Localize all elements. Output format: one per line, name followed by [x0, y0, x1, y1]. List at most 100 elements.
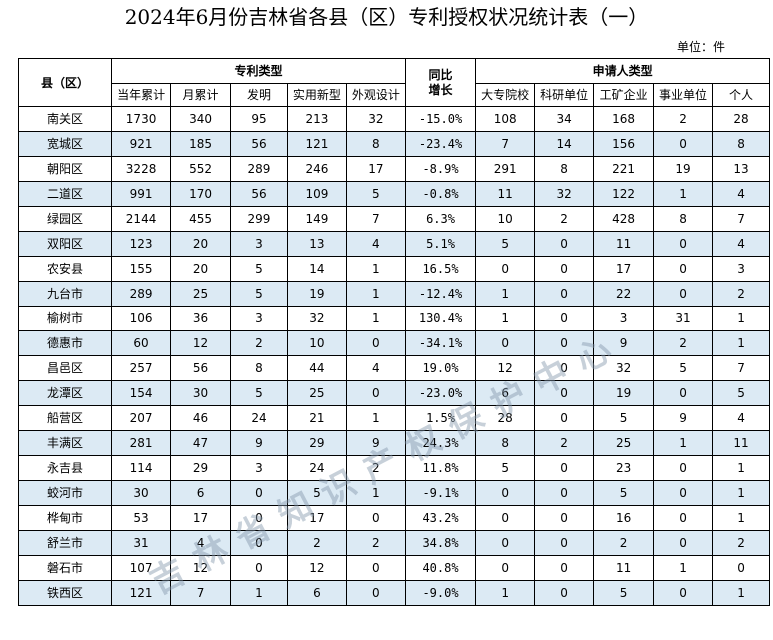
table-cell: 455 — [171, 206, 231, 231]
table-cell: 30 — [112, 481, 171, 506]
table-cell: 19 — [654, 156, 713, 181]
table-row: 九台市289255191-12.4%102202 — [19, 281, 770, 306]
header-sub-cell: 大专院校 — [476, 84, 535, 107]
yoy-cell: -8.9% — [405, 156, 475, 181]
table-cell: 1 — [713, 331, 770, 356]
yoy-cell: 5.1% — [405, 231, 475, 256]
table-cell: 2 — [287, 530, 346, 555]
table-cell: 2 — [594, 530, 654, 555]
table-row: 二道区991170561095-0.8%113212214 — [19, 181, 770, 206]
table-cell: 1 — [713, 456, 770, 481]
yoy-cell: -9.0% — [405, 580, 475, 605]
table-cell: 5 — [346, 181, 405, 206]
table-cell: 7 — [171, 580, 231, 605]
table-row: 榆树市106363321130.4%103311 — [19, 306, 770, 331]
table-cell: 3 — [231, 306, 288, 331]
header-sub-cell: 月累计 — [171, 84, 231, 107]
table-cell: 9 — [346, 431, 405, 456]
region-cell: 船营区 — [19, 406, 112, 431]
table-cell: 0 — [231, 481, 288, 506]
table-cell: 7 — [713, 356, 770, 381]
table-cell: 5 — [476, 456, 535, 481]
table-cell: 2 — [535, 431, 594, 456]
table-cell: 12 — [476, 356, 535, 381]
table-cell: 7 — [476, 131, 535, 156]
region-cell: 铁西区 — [19, 580, 112, 605]
table-cell: 257 — [112, 356, 171, 381]
table-cell: 53 — [112, 506, 171, 531]
table-row: 绿园区214445529914976.3%10242887 — [19, 206, 770, 231]
table-cell: 1 — [654, 431, 713, 456]
table-cell: 213 — [287, 107, 346, 132]
table-cell: 17 — [346, 156, 405, 181]
table-cell: 1 — [346, 256, 405, 281]
table-cell: 0 — [713, 555, 770, 580]
table-cell: 12 — [171, 331, 231, 356]
table-cell: 4 — [346, 356, 405, 381]
table-cell: 56 — [231, 181, 288, 206]
table-cell: 1 — [654, 181, 713, 206]
table-cell: 552 — [171, 156, 231, 181]
yoy-cell: 130.4% — [405, 306, 475, 331]
table-cell: 11 — [713, 431, 770, 456]
table-cell: 0 — [346, 331, 405, 356]
table-cell: 0 — [535, 506, 594, 531]
table-cell: 8 — [713, 131, 770, 156]
table-cell: 8 — [654, 206, 713, 231]
table-cell: 108 — [476, 107, 535, 132]
table-cell: 4 — [346, 231, 405, 256]
table-cell: 0 — [654, 131, 713, 156]
table-cell: 44 — [287, 356, 346, 381]
table-cell: 3 — [231, 456, 288, 481]
table-body: 南关区17303409521332-15.0%10834168228宽城区921… — [19, 107, 770, 606]
table-row: 德惠市60122100-34.1%00921 — [19, 331, 770, 356]
table-cell: 2 — [346, 530, 405, 555]
table-cell: 4 — [713, 406, 770, 431]
table-cell: 47 — [171, 431, 231, 456]
table-row: 朝阳区322855228924617-8.9%29182211913 — [19, 156, 770, 181]
table-cell: 0 — [476, 481, 535, 506]
table-cell: 17 — [594, 256, 654, 281]
table-cell: 221 — [594, 156, 654, 181]
table-cell: 0 — [654, 580, 713, 605]
header-sub-cell: 事业单位 — [654, 84, 713, 107]
table-cell: 11 — [594, 555, 654, 580]
table-cell: 2 — [713, 281, 770, 306]
yoy-cell: 34.8% — [405, 530, 475, 555]
table-cell: 12 — [171, 555, 231, 580]
table-cell: 114 — [112, 456, 171, 481]
table-cell: 23 — [594, 456, 654, 481]
table-cell: 5 — [476, 231, 535, 256]
table-cell: 9 — [231, 431, 288, 456]
header-yoy-text: 同比增长 — [427, 68, 455, 98]
table-cell: 17 — [287, 506, 346, 531]
yoy-cell: 40.8% — [405, 555, 475, 580]
table-cell: 5 — [287, 481, 346, 506]
table-cell: 0 — [535, 406, 594, 431]
yoy-cell: -12.4% — [405, 281, 475, 306]
header-applicant-type: 申请人类型 — [476, 59, 770, 84]
table-cell: 0 — [346, 506, 405, 531]
table-cell: 0 — [535, 281, 594, 306]
region-cell: 绿园区 — [19, 206, 112, 231]
table-cell: 0 — [231, 555, 288, 580]
table-row: 宽城区921185561218-23.4%71415608 — [19, 131, 770, 156]
yoy-cell: -34.1% — [405, 331, 475, 356]
table-cell: 4 — [713, 181, 770, 206]
region-cell: 德惠市 — [19, 331, 112, 356]
table-cell: 155 — [112, 256, 171, 281]
table-cell: 289 — [112, 281, 171, 306]
table-cell: 207 — [112, 406, 171, 431]
table-cell: 32 — [346, 107, 405, 132]
table-cell: 121 — [112, 580, 171, 605]
table-cell: 29 — [287, 431, 346, 456]
table-cell: 13 — [713, 156, 770, 181]
table-cell: 25 — [594, 431, 654, 456]
region-cell: 桦甸市 — [19, 506, 112, 531]
table-cell: 0 — [654, 256, 713, 281]
region-cell: 南关区 — [19, 107, 112, 132]
table-cell: 106 — [112, 306, 171, 331]
table-cell: 1 — [231, 580, 288, 605]
page-title: 2024年6月份吉林省各县（区）专利授权状况统计表（一） — [0, 4, 773, 30]
table-cell: 0 — [535, 331, 594, 356]
